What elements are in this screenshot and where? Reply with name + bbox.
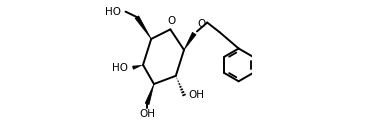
Text: HO: HO [106, 7, 121, 17]
Text: HO: HO [112, 63, 128, 73]
Polygon shape [135, 16, 151, 39]
Text: OH: OH [188, 90, 204, 100]
Text: OH: OH [139, 109, 155, 119]
Polygon shape [184, 32, 196, 50]
Text: O: O [197, 19, 205, 29]
Polygon shape [145, 84, 154, 104]
Text: O: O [167, 16, 175, 26]
